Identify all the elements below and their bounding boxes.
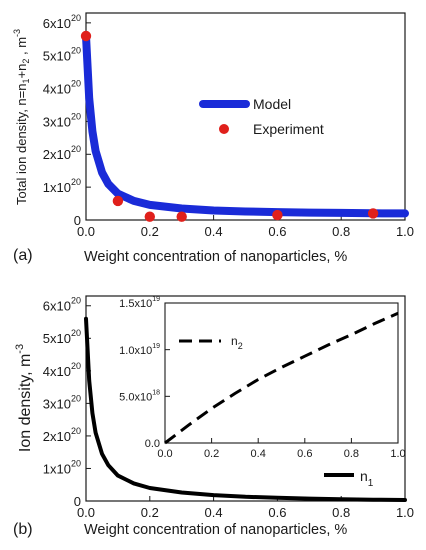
experiment-point xyxy=(272,209,283,221)
inset-x-tick-label: 0.4 xyxy=(251,448,266,460)
experiment-point xyxy=(367,208,379,219)
panel-a-y-tick-label: 0 xyxy=(74,213,81,228)
panel-a-x-tick-label: 1.0 xyxy=(396,224,414,239)
panel-b-x-tick-label: 0.8 xyxy=(332,505,350,520)
inset-y-ticks: 0.0 5.0x1018 1.0x1019 1.5x1019 xyxy=(119,296,170,450)
panel-b-x-tick-label: 0.4 xyxy=(205,505,223,520)
panel-b-y-tick-label: 2x1020 xyxy=(43,426,81,444)
panel-a-y-ticks: 0 1x1020 2x1020 3x1020 4x1020 5x1020 6x1020 xyxy=(43,13,91,228)
experiment-points xyxy=(80,30,379,222)
panel-b-x-tick-label: 0.2 xyxy=(141,505,159,520)
legend-model-label: Model xyxy=(253,96,291,112)
n1-curve xyxy=(84,316,407,502)
panel-a-y-tick-label: 3x1020 xyxy=(43,111,81,129)
inset-x-ticks: 0.0 0.2 0.4 0.6 0.8 1.0 xyxy=(157,438,406,460)
panel-a-y-tick-label: 6x1020 xyxy=(43,13,81,31)
inset-x-tick-label: 0.8 xyxy=(344,448,359,460)
panel-b-y-tick-label: 4x1020 xyxy=(43,361,81,379)
panel-a-y-axis-label: Total ion density, n=n1+n2 , m-3 xyxy=(12,29,31,205)
inset-x-tick-label: 1.0 xyxy=(390,448,405,460)
legend-n2-label: n2 xyxy=(231,334,243,351)
panel-a: 0 1x1020 2x1020 3x1020 4x1020 5x1020 6x1020 0.… xyxy=(12,12,414,265)
inset-plot-frame xyxy=(164,302,399,444)
panel-b-x-ticks: 0.0 0.2 0.4 0.6 0.8 1.0 xyxy=(77,496,414,520)
panel-a-x-tick-label: 0.2 xyxy=(141,224,159,239)
panel-a-x-tick-label: 0.8 xyxy=(332,224,350,239)
panel-a-x-tick-label: 0.4 xyxy=(205,224,223,239)
panel-a-x-axis-label: Weight concentration of nanoparticles, % xyxy=(84,249,347,265)
panel-a-x-ticks: 0.0 0.2 0.4 0.6 0.8 1.0 xyxy=(77,215,414,239)
inset-x-tick-label: 0.0 xyxy=(157,448,172,460)
panel-b-y-tick-label: 6x1020 xyxy=(43,296,81,314)
inset-y-tick-label: 5.0x1018 xyxy=(119,390,160,404)
panel-a-x-tick-label: 0.6 xyxy=(268,224,286,239)
inset-y-tick-label: 1.5x1019 xyxy=(119,296,160,310)
panel-a-legend: Model Experiment xyxy=(199,96,324,137)
panel-b-y-tick-label: 3x1020 xyxy=(43,393,81,411)
experiment-point xyxy=(112,195,124,207)
panel-b-y-axis-label: Ion density, m-3 xyxy=(14,344,34,452)
experiment-point xyxy=(176,211,187,222)
inset-x-tick-label: 0.6 xyxy=(297,448,312,460)
panel-b-y-tick-label: 1x1020 xyxy=(43,458,81,476)
panel-b-label: (b) xyxy=(13,521,33,538)
experiment-point xyxy=(144,211,155,222)
panel-b-y-tick-label: 0 xyxy=(74,494,81,509)
panel-a-y-tick-label: 1x1020 xyxy=(43,177,81,195)
panel-b-x-tick-label: 1.0 xyxy=(396,505,414,520)
inset-legend: n2 xyxy=(179,334,243,351)
inset-x-tick-label: 0.2 xyxy=(204,448,219,460)
inset-y-tick-label: 1.0x1019 xyxy=(119,343,160,357)
inset-y-tick-label: 0.0 xyxy=(145,438,160,450)
panel-a-y-tick-label: 4x1020 xyxy=(43,79,81,97)
model-curve xyxy=(82,32,409,218)
panel-b-y-tick-label: 5x1020 xyxy=(43,328,81,346)
panel-b-y-ticks: 0 1x1020 2x1020 3x1020 4x1020 5x1020 6x1020 xyxy=(43,296,91,509)
panel-b: 0 1x1020 2x1020 3x1020 4x1020 5x1020 6x1020 0.… xyxy=(13,295,414,538)
panel-a-y-tick-label: 5x1020 xyxy=(43,46,81,64)
panel-b-plot-frame xyxy=(85,295,406,502)
n2-curve xyxy=(164,311,399,445)
panel-b-x-tick-label: 0.0 xyxy=(77,505,95,520)
panel-a-plot-frame xyxy=(85,12,406,221)
inset-plot: 0.0 5.0x1018 1.0x1019 1.5x1019 0.0 0.2 0.4 0.6… xyxy=(119,296,405,460)
legend-experiment-marker xyxy=(219,124,229,134)
panel-a-label: (a) xyxy=(13,247,33,264)
panel-b-x-axis-label: Weight concentration of nanoparticles, % xyxy=(84,522,347,538)
panel-b-legend: n1 xyxy=(324,468,374,489)
legend-n1-label: n1 xyxy=(360,468,374,489)
legend-experiment-label: Experiment xyxy=(253,121,324,137)
panel-a-x-tick-label: 0.0 xyxy=(77,224,95,239)
experiment-point xyxy=(80,30,92,42)
panel-b-x-tick-label: 0.6 xyxy=(268,505,286,520)
panel-a-y-tick-label: 2x1020 xyxy=(43,144,81,162)
